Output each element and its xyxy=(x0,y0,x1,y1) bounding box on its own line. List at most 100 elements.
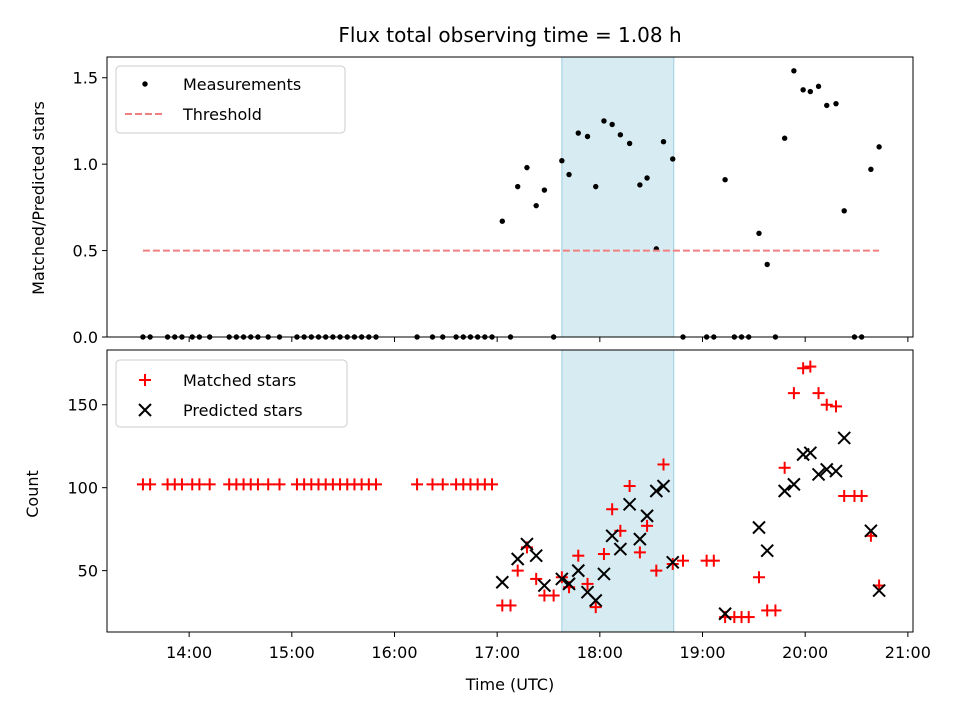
measurement-point xyxy=(868,166,874,173)
y-tick-label: 50 xyxy=(78,562,98,581)
measurement-point xyxy=(601,118,607,124)
matched-star-point xyxy=(855,489,868,502)
top-y-axis-label: Matched/Predicted stars xyxy=(29,101,48,295)
x-tick-label: 15:00 xyxy=(269,643,315,662)
predicted-star-point xyxy=(760,544,774,558)
legend-measurements-marker xyxy=(142,81,148,87)
matched-star-point xyxy=(606,503,619,516)
predicted-star-point xyxy=(605,529,619,543)
measurement-point xyxy=(824,102,830,109)
predicted-star-point xyxy=(864,524,878,538)
measurement-point xyxy=(781,135,788,141)
bottom-legend: Matched stars Predicted stars xyxy=(115,359,348,428)
legend-threshold-label: Threshold xyxy=(182,105,262,124)
measurement-point xyxy=(626,140,633,147)
matched-star-point xyxy=(633,546,646,559)
measurement-point xyxy=(637,182,643,188)
matched-star-point xyxy=(769,604,782,617)
predicted-star-point xyxy=(656,479,671,493)
matched-star-point xyxy=(778,461,791,474)
matched-star-point xyxy=(804,360,817,373)
legend-predicted-marker xyxy=(138,403,152,417)
measurement-point xyxy=(584,133,591,140)
predicted-star-point xyxy=(495,575,510,589)
top-legend: Measurements Threshold xyxy=(115,65,346,134)
y-tick-label: 150 xyxy=(67,396,98,415)
predicted-star-point xyxy=(777,484,792,498)
top-x-ticks xyxy=(188,337,909,342)
measurement-point xyxy=(559,158,565,164)
measurement-point xyxy=(876,144,882,150)
predicted-star-point xyxy=(529,548,543,563)
measurement-point xyxy=(617,132,624,138)
matched-star-point xyxy=(555,571,568,584)
matched-star-point xyxy=(530,572,543,585)
top-panel: 0.0 0.5 1.0 1.5 Matched/Predicted stars Mea… xyxy=(29,56,914,347)
matched-star-point xyxy=(511,564,524,577)
matched-star-point xyxy=(572,549,585,562)
measurement-point xyxy=(541,187,548,193)
matched-star-point xyxy=(597,548,610,561)
matched-star-point xyxy=(623,480,636,493)
matched-star-point xyxy=(829,400,842,413)
matched-star-point xyxy=(426,478,439,491)
matched-star-point xyxy=(370,478,383,491)
matched-star-point xyxy=(666,557,679,570)
y-tick-label: 0.0 xyxy=(73,328,98,347)
predicted-star-point xyxy=(837,431,851,445)
predicted-star-point xyxy=(537,578,552,593)
bottom-axes-frame xyxy=(106,349,914,633)
bottom-panel: 50 100 150 14:00 15:00 16:00 17:00 18:00 19:00 2… xyxy=(23,349,931,694)
measurement-point xyxy=(841,208,847,214)
measurement-point xyxy=(609,121,615,128)
matched-star-point xyxy=(504,599,517,612)
legend-measurements-label: Measurements xyxy=(183,75,301,94)
x-tick-label: 17:00 xyxy=(474,643,520,662)
measurement-point xyxy=(593,183,599,190)
predicted-star-point xyxy=(787,477,801,492)
y-tick-label: 100 xyxy=(67,479,98,498)
matched-star-point xyxy=(657,458,670,471)
measurement-point xyxy=(764,261,770,268)
predicted-star-point xyxy=(666,555,680,570)
matched-star-point xyxy=(812,387,825,400)
matched-star-point xyxy=(203,478,216,491)
matched-star-point xyxy=(707,554,720,567)
series-predicted-stars xyxy=(495,431,886,621)
matched-star-point xyxy=(677,554,690,567)
matched-star-point xyxy=(251,478,264,491)
predicted-star-point xyxy=(562,577,576,591)
observing-window-band xyxy=(561,56,675,338)
predicted-star-point xyxy=(589,593,603,608)
predicted-star-point xyxy=(640,509,654,523)
predicted-star-point xyxy=(597,567,611,581)
top-legend-box xyxy=(115,65,346,134)
x-axis-label: Time (UTC) xyxy=(465,675,554,694)
y-tick-label: 0.5 xyxy=(73,242,98,261)
bottom-x-ticks: 14:00 15:00 16:00 17:00 18:00 19:00 20:00 21:00 xyxy=(166,632,931,662)
matched-star-point xyxy=(144,478,157,491)
matched-star-point xyxy=(175,478,188,491)
matched-star-point xyxy=(838,489,851,502)
chart-title: Flux total observing time = 1.08 h xyxy=(338,23,681,47)
bottom-plot-content xyxy=(136,360,886,624)
matched-star-point xyxy=(486,478,499,491)
matched-star-point xyxy=(273,478,286,491)
matched-star-point xyxy=(641,519,654,532)
matched-star-point xyxy=(547,589,560,602)
top-y-ticks: 0.0 0.5 1.0 1.5 xyxy=(73,69,107,347)
measurement-point xyxy=(791,68,797,74)
predicted-star-point xyxy=(622,497,637,511)
x-tick-label: 18:00 xyxy=(577,643,623,662)
predicted-star-point xyxy=(555,572,569,586)
x-tick-label: 14:00 xyxy=(166,643,212,662)
legend-matched-marker xyxy=(139,374,151,386)
matched-star-point xyxy=(820,398,833,411)
predicted-star-point xyxy=(510,552,525,566)
predicted-star-point xyxy=(718,607,732,621)
bottom-y-ticks: 50 100 150 xyxy=(67,396,107,581)
matched-star-point xyxy=(787,387,800,400)
top-axes-frame xyxy=(106,56,914,338)
matched-star-point xyxy=(193,478,206,491)
